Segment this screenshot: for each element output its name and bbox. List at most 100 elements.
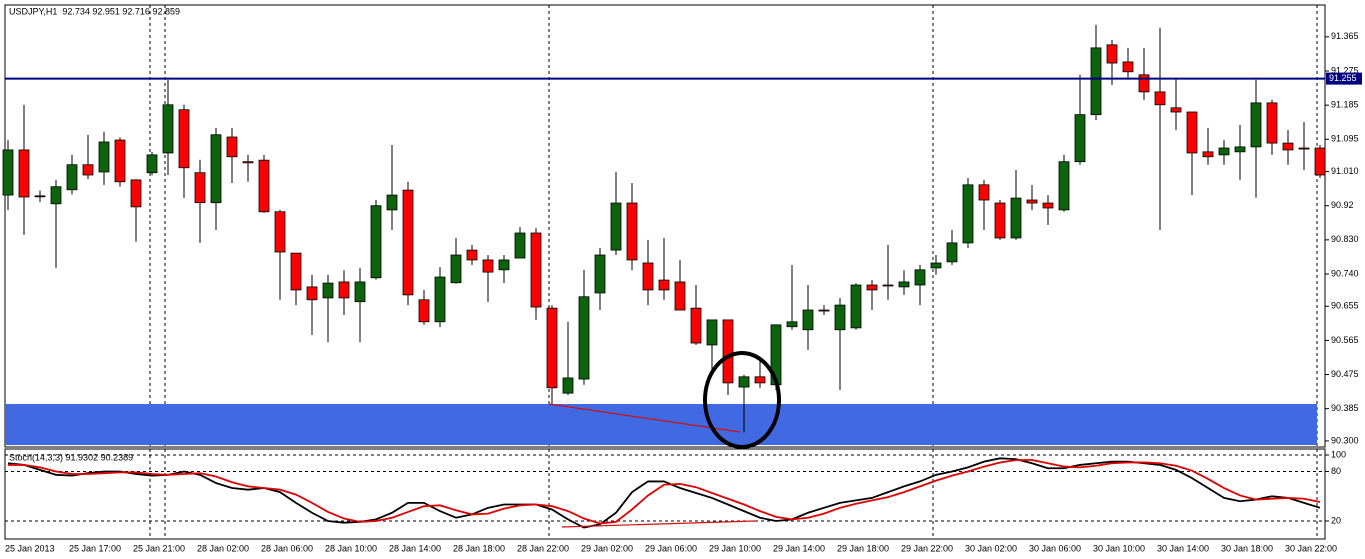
candle-body	[418, 299, 430, 323]
candle-body	[226, 136, 238, 158]
x-tick-label: 25 Jan 17:00	[69, 543, 121, 553]
highlight-circle	[703, 351, 781, 449]
candle-body	[482, 259, 494, 273]
candle-body	[34, 195, 46, 198]
candle-body	[1250, 102, 1262, 148]
y-tick-label: 90.475	[1331, 369, 1359, 379]
x-tick-label: 28 Jan 22:00	[517, 543, 569, 553]
candle-body	[706, 319, 718, 346]
candle-body	[146, 154, 158, 174]
candle-body	[1042, 202, 1054, 209]
candle-body	[882, 284, 894, 287]
y-tick-label: 20	[1331, 515, 1341, 525]
candle-body	[1282, 142, 1294, 151]
stoch-line	[7, 457, 1321, 529]
candle-body	[1218, 147, 1230, 156]
stoch-title: Stoch(14,3,3) 91.9302 90.2389	[9, 452, 133, 462]
candle-body	[994, 202, 1006, 239]
y-tick-label: 90.830	[1331, 234, 1359, 244]
stoch-panel	[4, 448, 1326, 540]
candle-body	[114, 139, 126, 183]
candle-body	[98, 141, 110, 173]
candle-body	[642, 262, 654, 291]
x-tick-label: 28 Jan 10:00	[325, 543, 377, 553]
candle-body	[946, 242, 958, 263]
candle-body	[1314, 147, 1326, 176]
candle-body	[274, 211, 286, 253]
candle-body	[338, 281, 350, 299]
x-tick-label: 25 Jan 21:00	[133, 543, 185, 553]
x-tick-label: 25 Jan 2013	[5, 543, 55, 553]
candle-body	[1090, 47, 1102, 116]
candle-body	[1074, 114, 1086, 163]
candle-body	[930, 262, 942, 269]
candle-body	[370, 205, 382, 279]
x-tick-label: 30 Jan 18:00	[1221, 543, 1273, 553]
candle-body	[162, 104, 174, 154]
candle-body	[722, 319, 734, 384]
candle-body	[562, 377, 574, 394]
y-tick-label: 80	[1331, 466, 1341, 476]
y-tick-label: 100	[1331, 449, 1346, 459]
candle-body	[546, 307, 558, 389]
candle-body	[258, 159, 270, 213]
candle-body	[514, 232, 526, 259]
stoch-line	[8, 459, 1321, 525]
candle-body	[962, 184, 974, 244]
candle-body	[738, 376, 750, 388]
candle-body	[690, 307, 702, 344]
y-tick-label: 91.095	[1331, 134, 1359, 144]
candle-body	[658, 279, 670, 291]
candle-body	[1058, 161, 1070, 211]
candle-body	[1154, 91, 1166, 106]
x-tick-label: 28 Jan 18:00	[453, 543, 505, 553]
y-tick-label: 91.365	[1331, 31, 1359, 41]
candle-body	[130, 179, 142, 208]
candle-body	[1266, 102, 1278, 144]
candle-body	[1106, 44, 1118, 64]
x-tick-label: 30 Jan 14:00	[1157, 543, 1209, 553]
candle-body	[1186, 111, 1198, 154]
y-tick-label: 91.275	[1331, 65, 1359, 75]
candle-body	[386, 194, 398, 211]
candle-body	[322, 282, 334, 299]
candle-body	[1202, 151, 1214, 158]
candle-body	[242, 161, 254, 164]
chart-title: USDJPY,H1 92.734 92.951 92.716 92.859	[9, 6, 180, 16]
candle-body	[466, 249, 478, 261]
trend-line	[548, 403, 741, 433]
y-tick-label: 90.300	[1331, 435, 1359, 445]
candle-body	[450, 254, 462, 284]
candle-body	[850, 284, 862, 329]
candle-body	[402, 189, 414, 296]
x-tick-label: 30 Jan 06:00	[1029, 543, 1081, 553]
y-tick-label: 90.92	[1331, 200, 1354, 210]
separators	[149, 5, 1318, 539]
candle-body	[578, 296, 590, 380]
candle-body	[626, 202, 638, 261]
candle-body	[610, 202, 622, 251]
candle-body	[898, 281, 910, 288]
y-tick-label: 91.010	[1331, 166, 1359, 176]
price-panel	[4, 4, 1326, 448]
x-tick-label: 29 Jan 22:00	[901, 543, 953, 553]
candle-body	[50, 186, 62, 205]
y-tick-label: 90.740	[1331, 268, 1359, 278]
candle-body	[914, 269, 926, 286]
candle-body	[834, 304, 846, 331]
stoch-trend-line	[561, 520, 756, 528]
candle-body	[1170, 107, 1182, 113]
candle-body	[178, 109, 190, 169]
x-tick-label: 29 Jan 18:00	[837, 543, 889, 553]
candle-body	[1234, 146, 1246, 153]
x-tick-label: 28 Jan 14:00	[389, 543, 441, 553]
x-tick-label: 29 Jan 10:00	[709, 543, 761, 553]
candle-body	[290, 252, 302, 291]
x-tick-label: 29 Jan 14:00	[773, 543, 825, 553]
x-tick-label: 29 Jan 02:00	[581, 543, 633, 553]
candle-body	[354, 281, 366, 303]
support-zone	[5, 404, 1317, 445]
candle-body	[530, 232, 542, 308]
candle-body	[786, 321, 798, 328]
